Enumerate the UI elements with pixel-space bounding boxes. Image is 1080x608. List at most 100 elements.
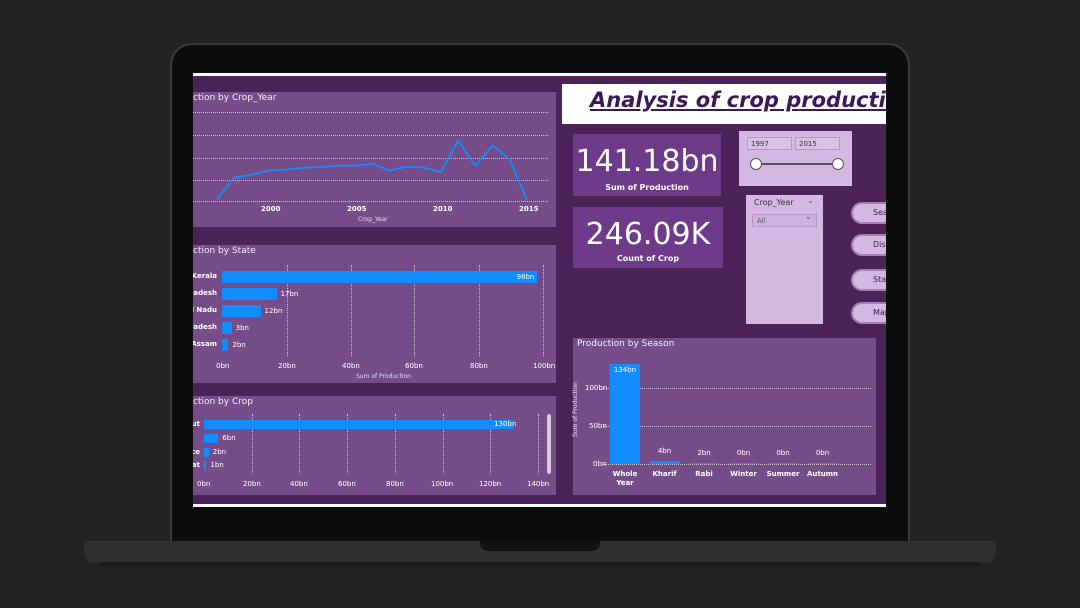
x-tick-label: 100bn [533, 362, 556, 370]
x-tick-label: 40bn [290, 480, 308, 488]
x-tick-label: 0bn [197, 480, 211, 488]
column[interactable] [649, 461, 680, 464]
slider-end-handle[interactable] [832, 158, 844, 170]
category-label: at [193, 461, 200, 469]
card-value: 141.18bn [575, 144, 719, 179]
slicer-title: Crop_Year [754, 198, 794, 207]
gridline [193, 135, 548, 136]
gridline [538, 414, 539, 474]
x-tick-label: 100bn [431, 480, 454, 488]
gridline [490, 414, 491, 474]
x-axis-label: Crop_Year [358, 216, 388, 223]
bar[interactable] [222, 271, 537, 283]
category-label: Summer [766, 470, 800, 478]
count-crop-card[interactable]: 246.09K Count of Crop [573, 207, 723, 268]
start-year-input[interactable]: 1997 [747, 137, 792, 150]
crop-year-slicer[interactable]: Crop_Year ⌄ All ⌄ [746, 195, 823, 324]
y-tick-label: 100bn [585, 384, 608, 392]
column-data-label: 134bn [613, 366, 637, 374]
gridline [193, 180, 548, 181]
report-title: Analysis of crop production [590, 88, 886, 112]
production-by-season-chart[interactable]: Production by Season 0bn 50bn 100bn Sum … [572, 338, 876, 495]
category-label: Whole Year [612, 470, 638, 487]
column-data-label: 0bn [815, 449, 830, 457]
chevron-down-icon[interactable]: ⌄ [805, 212, 812, 221]
nav-button-district[interactable]: Dis [851, 234, 886, 256]
bar[interactable] [222, 322, 232, 334]
bar-data-label: 6bn [222, 434, 236, 442]
gridline [603, 464, 871, 465]
x-tick-label: 120bn [479, 480, 502, 488]
laptop-base [84, 541, 996, 563]
bar[interactable] [204, 448, 209, 457]
sum-production-card[interactable]: 141.18bn Sum of Production [573, 134, 721, 196]
x-tick-label: 140bn [527, 480, 550, 488]
laptop-base-shadow [100, 562, 980, 566]
top-divider [193, 73, 886, 76]
end-year-input[interactable]: 2015 [795, 137, 840, 150]
nav-button-season[interactable]: Sea [851, 202, 886, 224]
gridline [299, 414, 300, 474]
gridline [287, 265, 288, 357]
chevron-down-icon[interactable]: ⌄ [807, 196, 814, 205]
x-tick-label: 20bn [243, 480, 261, 488]
x-tick-label: 2000 [261, 205, 281, 213]
crop-year-dropdown[interactable]: All [752, 214, 817, 227]
chart-title: ction by Crop_Year [193, 93, 277, 103]
bar[interactable] [204, 461, 207, 470]
gridline [414, 265, 415, 357]
gridline [347, 414, 348, 474]
category-label: Rabi [695, 470, 713, 478]
card-value: 246.09K [585, 217, 711, 252]
nav-button-state[interactable]: Stat [851, 269, 886, 291]
gridline [351, 265, 352, 357]
slider-start-handle[interactable] [750, 158, 762, 170]
x-tick-label: 20bn [278, 362, 296, 370]
report-title-box: Analysis of crop production [562, 84, 886, 124]
year-range-slicer[interactable]: 1997 2015 [739, 131, 852, 186]
nav-button-map[interactable]: Map [851, 302, 886, 324]
chart-scrollbar[interactable] [547, 414, 551, 474]
column-data-label: 0bn [736, 449, 751, 457]
gridline [252, 414, 253, 474]
x-tick-label: 60bn [405, 362, 423, 370]
category-label: Winter [730, 470, 757, 478]
report-canvas: ction by Crop_Year 2000 2005 2010 2015 C… [193, 73, 886, 507]
bar-data-label: 17bn [280, 289, 299, 298]
category-label: il Nadu [193, 306, 217, 314]
gridline [395, 414, 396, 474]
production-by-crop-chart[interactable]: ction by Crop ut ce at 130bn 6bn 2bn 1bn 0b… [193, 396, 556, 495]
bar[interactable] [204, 420, 515, 429]
x-tick-label: 80bn [386, 480, 404, 488]
gridline [603, 388, 871, 389]
category-label: Assam [193, 340, 217, 348]
x-tick-label: 2015 [519, 205, 539, 213]
category-label: ut [193, 420, 200, 428]
bar-data-label: 2bn [232, 340, 246, 349]
category-label: Pradesh [193, 289, 217, 297]
production-by-year-chart[interactable]: ction by Crop_Year 2000 2005 2010 2015 C… [193, 92, 556, 227]
bar[interactable] [222, 288, 277, 300]
category-label: Pradesh [193, 323, 217, 331]
x-axis-label: Sum of Production [356, 373, 411, 380]
chart-title: Production by Season [577, 339, 675, 349]
production-by-state-chart[interactable]: ction by State Kerala Pradesh il Nadu Pr… [193, 245, 556, 383]
bar-data-label: 98bn [516, 272, 535, 281]
column-data-label: 0bn [776, 449, 790, 457]
x-tick-label: 0bn [216, 362, 230, 370]
column[interactable] [768, 463, 798, 464]
gridline [603, 426, 871, 427]
column[interactable] [728, 463, 759, 464]
column[interactable] [689, 462, 719, 464]
bar-data-label: 130bn [494, 420, 517, 428]
column[interactable] [610, 364, 640, 464]
gridline [479, 265, 480, 357]
category-label: Kerala [193, 272, 217, 280]
bar[interactable] [204, 434, 219, 443]
bar[interactable] [222, 339, 229, 351]
gridline [193, 201, 548, 202]
category-label: Kharif [652, 470, 677, 478]
slider-track[interactable] [755, 163, 839, 165]
bar[interactable] [222, 305, 261, 317]
column[interactable] [807, 463, 838, 464]
